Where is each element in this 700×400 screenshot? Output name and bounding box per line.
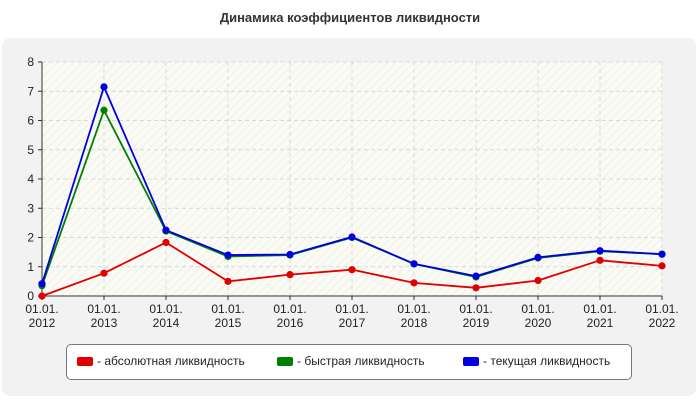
data-point-series-0 <box>38 292 46 300</box>
legend-swatch-absolute <box>77 356 93 366</box>
data-point-series-2 <box>162 226 170 234</box>
data-point-series-0 <box>534 276 542 285</box>
data-point-series-2 <box>38 280 46 288</box>
data-point-series-0 <box>596 256 604 264</box>
data-point-series-2 <box>286 250 294 259</box>
x-tick-label: 01.01. 2012 <box>25 302 58 330</box>
x-tick-label: 01.01. 2017 <box>335 302 368 330</box>
data-point-series-2 <box>534 253 542 261</box>
legend-label-current: - текущая ликвидность <box>483 354 611 368</box>
data-point-series-2 <box>596 247 604 255</box>
legend-item-absolute: - абсолютная ликвидность <box>77 354 245 368</box>
legend-swatch-quick <box>277 356 293 366</box>
legend-swatch-current <box>463 356 479 366</box>
data-point-series-1 <box>100 106 108 114</box>
y-tick-label: 3 <box>27 201 34 215</box>
y-tick-label: 4 <box>27 172 34 186</box>
data-point-series-0 <box>286 271 294 279</box>
chart-title: Динамика коэффициентов ликвидности <box>219 10 481 25</box>
legend-label-quick: - быстрая ликвидность <box>297 354 425 368</box>
x-tick-label: 01.01. 2015 <box>211 302 244 330</box>
data-point-series-0 <box>162 238 170 247</box>
legend-item-current: - текущая ликвидность <box>463 354 610 368</box>
x-tick-label: 01.01. 2022 <box>645 302 678 330</box>
y-tick-label: 2 <box>27 231 34 245</box>
x-tick-label: 01.01. 2018 <box>397 302 430 330</box>
y-tick-label: 7 <box>27 84 34 98</box>
data-point-series-0 <box>658 262 666 270</box>
chart-legend: - абсолютная ликвидность - быстрая ликви… <box>66 344 632 380</box>
legend-label-absolute: - абсолютная ликвидность <box>97 354 245 368</box>
y-tick-label: 8 <box>27 55 34 69</box>
data-point-series-2 <box>410 260 418 268</box>
y-tick-label: 6 <box>27 114 34 128</box>
data-point-series-2 <box>224 251 232 259</box>
x-tick-label: 01.01. 2016 <box>273 302 306 330</box>
data-point-series-2 <box>472 272 480 280</box>
x-tick-label: 01.01. 2013 <box>87 302 120 330</box>
data-point-series-0 <box>410 279 418 287</box>
legend-item-quick: - быстрая ликвидность <box>277 354 425 368</box>
data-point-series-2 <box>100 83 108 91</box>
y-tick-label: 0 <box>27 289 34 303</box>
x-tick-label: 01.01. 2020 <box>521 302 554 330</box>
data-point-series-2 <box>348 233 356 241</box>
x-tick-label: 01.01. 2021 <box>583 302 616 330</box>
data-point-series-0 <box>100 269 108 277</box>
y-tick-label: 1 <box>27 260 34 274</box>
data-point-series-2 <box>658 250 666 258</box>
x-tick-label: 01.01. 2014 <box>149 302 182 330</box>
data-point-series-0 <box>472 284 480 292</box>
data-point-series-0 <box>224 277 232 285</box>
x-tick-label: 01.01. 2019 <box>459 302 492 330</box>
data-point-series-0 <box>348 266 356 274</box>
y-tick-label: 5 <box>27 143 34 157</box>
